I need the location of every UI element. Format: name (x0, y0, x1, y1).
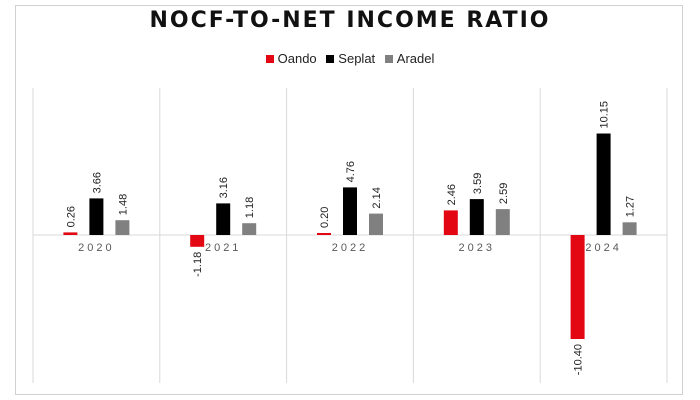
legend-label-seplat: Seplat (338, 51, 376, 66)
bar-oando (63, 232, 78, 235)
legend-item-oando: Oando (265, 51, 317, 66)
bar-seplat (343, 187, 357, 235)
bar-seplat (216, 203, 231, 235)
legend-item-seplat: Seplat (326, 51, 375, 66)
data-label-seplat: 3.16 (218, 177, 230, 198)
data-label-aradel: 1.48 (117, 194, 129, 215)
legend-swatch-seplat (326, 55, 335, 63)
data-label-aradel: 1.27 (625, 196, 637, 217)
bar-aradel (242, 223, 257, 235)
legend-label-aradel: Aradel (396, 51, 435, 66)
chart-title: NOCF-TO-NET INCOME RATIO (149, 8, 551, 33)
bar-oando (317, 233, 331, 235)
category-label: 2021 (205, 242, 241, 254)
data-label-aradel: 2.59 (498, 183, 510, 204)
bar-seplat (89, 198, 104, 235)
data-label-seplat: 3.59 (472, 173, 484, 194)
category-label: 2022 (332, 242, 368, 254)
data-label-aradel: 2.14 (371, 187, 383, 208)
data-label-aradel: 1.18 (244, 197, 256, 218)
bar-aradel (369, 213, 383, 235)
bar-seplat (469, 199, 484, 235)
data-label-oando: 2.46 (446, 184, 458, 205)
bar-aradel (115, 220, 130, 235)
bar-oando (190, 235, 205, 247)
legend-swatch-oando (265, 55, 274, 63)
legend-label-oando: Oando (277, 51, 317, 66)
bar-seplat (596, 133, 611, 235)
data-label-oando: -10.40 (573, 344, 585, 375)
chart-legend: Oando Seplat Aradel (0, 51, 700, 66)
data-label-oando: 0.20 (319, 207, 331, 228)
data-label-oando: 0.26 (65, 206, 77, 227)
legend-swatch-aradel (384, 55, 393, 63)
data-label-oando: -1.18 (192, 252, 204, 277)
data-label-seplat: 4.76 (345, 161, 357, 182)
legend-item-aradel: Aradel (384, 51, 435, 66)
data-label-seplat: 10.15 (599, 101, 611, 129)
bar-oando (570, 235, 585, 339)
category-label: 2024 (585, 242, 621, 254)
data-label-seplat: 3.66 (91, 172, 103, 193)
bar-oando (443, 210, 458, 235)
category-label: 2023 (459, 242, 495, 254)
category-label: 2020 (78, 242, 114, 254)
bar-aradel (622, 222, 637, 235)
bar-aradel (495, 209, 510, 235)
